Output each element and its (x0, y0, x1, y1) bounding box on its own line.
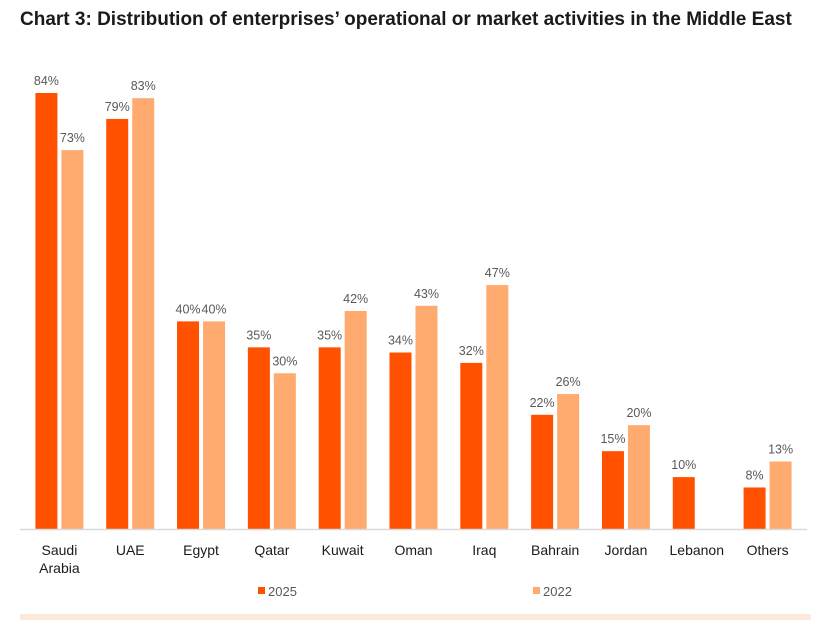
footer-band (20, 614, 811, 620)
data-label: 83% (131, 79, 156, 93)
legend-swatch-2022 (533, 587, 540, 594)
data-label: 42% (343, 292, 368, 306)
data-label: 8% (746, 468, 764, 482)
data-label: 20% (626, 406, 651, 420)
bar-2022-others (769, 461, 792, 529)
data-label: 30% (272, 354, 297, 368)
x-tick-label: Others (747, 542, 789, 558)
x-tick-label: UAE (116, 542, 145, 558)
data-label: 43% (414, 287, 439, 301)
bar-2025-qatar (247, 347, 270, 529)
legend-swatch-2025 (258, 587, 265, 594)
x-tick-label: Qatar (254, 542, 289, 558)
data-label: 35% (317, 328, 342, 342)
bar-2022-bahrain (557, 394, 580, 529)
data-label: 40% (202, 302, 227, 316)
data-label: 15% (600, 432, 625, 446)
bar-2025-lebanon (672, 477, 695, 529)
bar-2025-jordan (601, 451, 624, 529)
bar-2025-bahrain (531, 414, 554, 529)
bar-2022-uae (132, 98, 155, 529)
data-labels-layer: 84%73%79%83%40% 40%35%30%35%42%34%43%32%4… (34, 74, 793, 482)
bars-layer (35, 93, 792, 529)
data-label: 73% (60, 131, 85, 145)
chart-title: Chart 3: Distribution of enterprises’ op… (20, 9, 792, 30)
data-label: 13% (768, 443, 793, 457)
data-label: 84% (34, 74, 59, 88)
legend: 2025 2022 (258, 584, 572, 599)
x-tick-label: Saudi Arabia (39, 542, 80, 576)
bar-2022-jordan (627, 425, 650, 529)
x-tick-label: Jordan (605, 542, 648, 558)
x-tick-label: Bahrain (531, 542, 579, 558)
bar-2025-saudi-arabia (35, 93, 58, 529)
bar-2022-kuwait (344, 311, 367, 529)
data-label: 32% (459, 344, 484, 358)
x-tick-labels-layer: Saudi Arabia UAE Egypt Qatar Kuwait Oman Iraq Ba… (39, 542, 788, 576)
x-tick-label: Iraq (472, 542, 496, 558)
bar-2022-iraq (486, 285, 509, 529)
bar-2025-uae (106, 118, 129, 529)
bar-2022-egypt (203, 321, 226, 529)
bar-2025-others (743, 487, 766, 529)
data-label: 22% (530, 396, 555, 410)
x-tick-label: Kuwait (322, 542, 364, 558)
legend-label-2025: 2025 (268, 584, 297, 599)
bar-2025-kuwait (318, 347, 341, 529)
bar-2022-qatar (273, 373, 296, 529)
x-tick-label: Lebanon (670, 542, 725, 558)
bar-2022-oman (415, 305, 438, 529)
bar-2022-saudi-arabia (61, 150, 84, 529)
data-label: 40% (176, 302, 201, 316)
data-label: 10% (671, 458, 696, 472)
legend-label-2022: 2022 (543, 584, 572, 599)
x-tick-label: Egypt (183, 542, 219, 558)
data-label: 47% (485, 266, 510, 280)
data-label: 34% (388, 334, 413, 348)
x-tick-label: Oman (394, 542, 432, 558)
data-label: 35% (246, 328, 271, 342)
data-label: 26% (556, 375, 581, 389)
bar-2025-oman (389, 352, 412, 529)
bar-2025-egypt (177, 321, 200, 529)
data-label: 79% (105, 100, 130, 114)
bar-2025-iraq (460, 362, 483, 529)
